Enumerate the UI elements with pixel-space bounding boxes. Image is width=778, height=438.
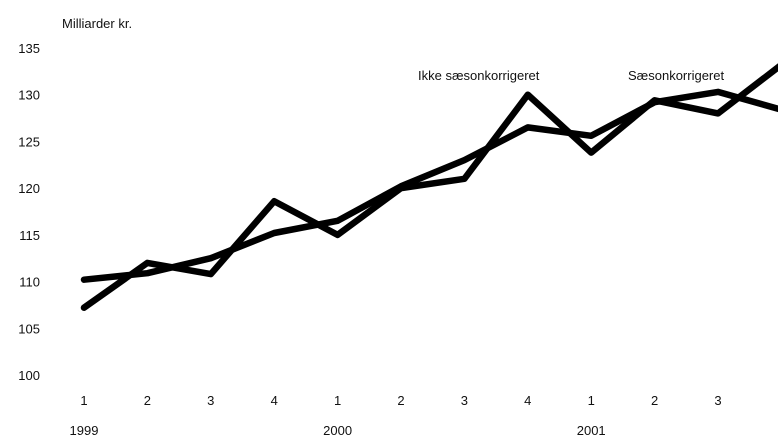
series-line-1 bbox=[80, 88, 778, 283]
x-tick-label: 1 bbox=[588, 393, 595, 408]
y-tick-label: 115 bbox=[19, 228, 40, 243]
x-tick-label: 3 bbox=[207, 393, 214, 408]
series-lines bbox=[80, 63, 778, 311]
unit-label: Milliarder kr. bbox=[62, 16, 132, 31]
x-axis-quarter-ticks: 123412341234 bbox=[80, 393, 778, 408]
y-tick-label: 105 bbox=[18, 321, 40, 336]
x-year-label: 2001 bbox=[577, 423, 606, 438]
y-tick-label: 135 bbox=[18, 41, 40, 56]
x-axis-year-labels: 1999 2000 2001 bbox=[70, 423, 606, 438]
y-tick-label: 110 bbox=[19, 275, 40, 290]
x-tick-label: 3 bbox=[714, 393, 721, 408]
x-year-label: 2000 bbox=[323, 423, 352, 438]
annotation-saesonkorrigeret: Sæsonkorrigeret bbox=[628, 68, 724, 83]
y-tick-label: 125 bbox=[18, 134, 40, 149]
y-axis-ticks: 100 105 110 115 120 125 130 135 bbox=[18, 41, 40, 383]
x-tick-label: 4 bbox=[524, 393, 531, 408]
x-tick-label: 1 bbox=[80, 393, 87, 408]
y-tick-label: 130 bbox=[18, 88, 40, 103]
annotation-ikke-saesonkorrigeret: Ikke sæsonkorrigeret bbox=[418, 68, 540, 83]
x-year-label: 1999 bbox=[70, 423, 99, 438]
y-tick-label: 100 bbox=[18, 368, 40, 383]
x-tick-label: 1 bbox=[334, 393, 341, 408]
x-tick-label: 3 bbox=[461, 393, 468, 408]
x-tick-label: 2 bbox=[651, 393, 658, 408]
x-tick-label: 2 bbox=[144, 393, 151, 408]
x-tick-label: 4 bbox=[271, 393, 278, 408]
x-tick-label: 2 bbox=[397, 393, 404, 408]
y-tick-label: 120 bbox=[18, 181, 40, 196]
